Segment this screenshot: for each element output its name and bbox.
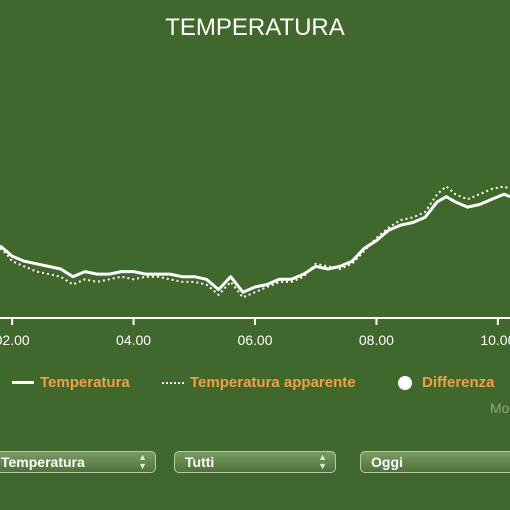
more-link[interactable]: Mo xyxy=(490,400,510,416)
x-tick-label: 08.00 xyxy=(359,332,394,348)
variable-select[interactable]: Temperatura ▲ ▼ xyxy=(0,451,156,473)
legend-label: Temperatura apparente xyxy=(190,374,356,391)
series-filter-select-value: Tutti xyxy=(185,454,215,470)
chart-title: TEMPERATURA xyxy=(165,14,345,41)
dotted-line-icon xyxy=(162,381,184,384)
line-chart: 02.00 04.00 06.00 08.00 10.00 xyxy=(0,185,510,348)
x-tick-label: 06.00 xyxy=(237,332,272,348)
x-tick-label: 10.00 xyxy=(480,332,510,348)
up-down-arrows-icon: ▲ ▼ xyxy=(318,452,327,471)
period-select[interactable]: Oggi xyxy=(360,451,510,473)
series-line-temperatura-apparente xyxy=(0,185,510,299)
legend-item-differenza[interactable]: Differenza xyxy=(398,374,495,391)
legend-label: Differenza xyxy=(422,374,495,391)
x-tick-label: 04.00 xyxy=(116,332,151,348)
x-tick-label: 02.00 xyxy=(0,332,30,348)
series-line-temperatura xyxy=(0,192,510,294)
up-down-arrows-icon: ▲ ▼ xyxy=(138,452,147,471)
legend-item-temperatura[interactable]: Temperatura xyxy=(12,374,130,391)
variable-select-value: Temperatura xyxy=(1,454,85,470)
chart-legend: Temperatura Temperatura apparente Differ… xyxy=(0,374,510,396)
legend-label: Temperatura xyxy=(40,374,130,391)
series-filter-select[interactable]: Tutti ▲ ▼ xyxy=(174,451,336,473)
legend-item-temperatura-apparente[interactable]: Temperatura apparente xyxy=(162,374,356,391)
period-select-value: Oggi xyxy=(371,454,403,470)
circle-icon xyxy=(398,375,412,390)
solid-line-icon xyxy=(12,381,34,384)
